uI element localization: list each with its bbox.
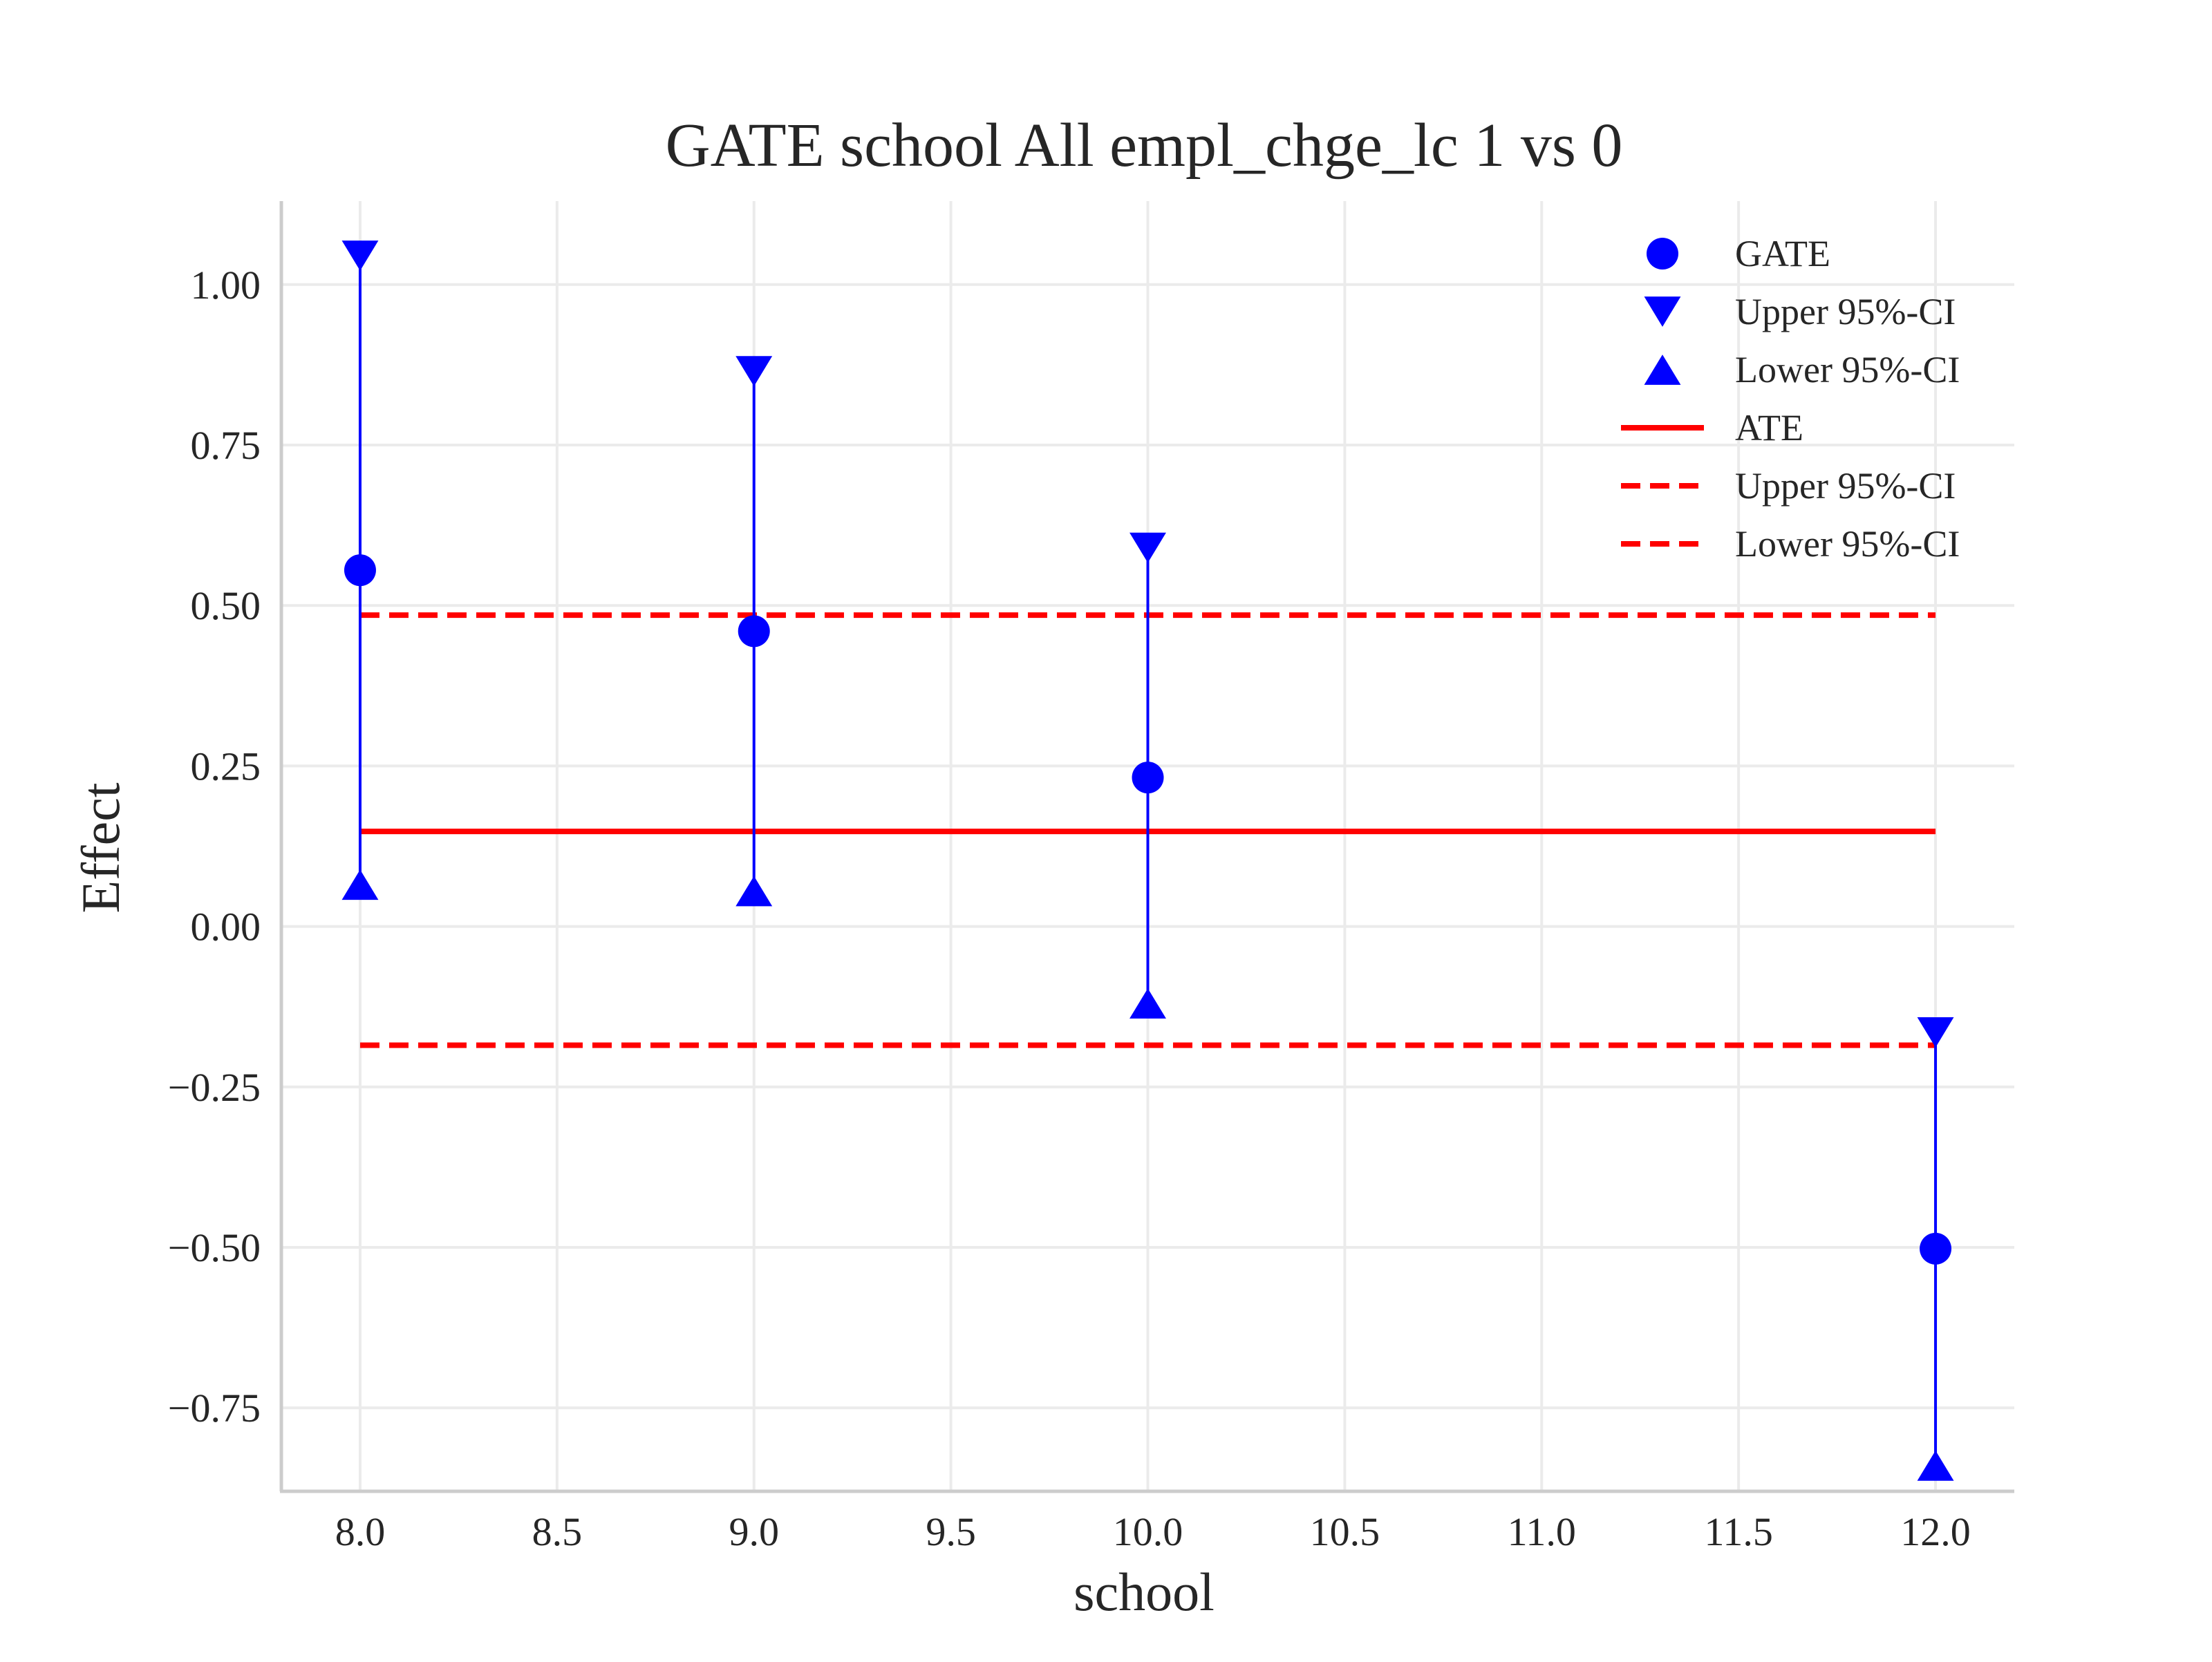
legend-label: GATE <box>1735 233 1830 274</box>
x-tick-label: 10.5 <box>1310 1509 1380 1554</box>
legend-label: ATE <box>1735 407 1803 448</box>
legend-label: Upper 95%-CI <box>1735 291 1956 332</box>
markers <box>341 240 1954 1481</box>
axes-spines <box>279 201 2014 1493</box>
gate-point <box>344 554 376 587</box>
y-tick-label: −0.75 <box>168 1386 261 1430</box>
legend-gate-point-swatch <box>1647 238 1678 270</box>
y-axis-label: Effect <box>71 782 131 913</box>
lower-ci-point <box>1130 988 1166 1019</box>
y-tick-label: −0.50 <box>168 1225 261 1270</box>
chart-title: GATE school All empl_chge_lc 1 vs 0 <box>666 111 1623 180</box>
x-tick-label: 12.0 <box>1900 1509 1971 1554</box>
upper-ci-point <box>1130 532 1166 563</box>
upper-ci-point <box>341 240 379 271</box>
x-tick-label: 8.0 <box>335 1509 386 1554</box>
legend-upper-ci-point-swatch <box>1644 296 1681 327</box>
x-axis-label: school <box>1074 1562 1215 1622</box>
gate-point <box>1132 762 1164 794</box>
x-tick-label: 9.5 <box>926 1509 976 1554</box>
lower-ci-point <box>1917 1450 1954 1481</box>
legend: GATE Upper 95%-CI Lower 95%-CI ATE Upper 95%… <box>1621 233 1960 565</box>
x-tick-label: 10.0 <box>1113 1509 1183 1554</box>
lower-ci-point <box>341 869 379 900</box>
y-tick-label: 0.25 <box>191 744 261 788</box>
x-tick-label: 11.0 <box>1508 1509 1576 1554</box>
gate-point <box>738 615 770 648</box>
lower-ci-point <box>735 876 773 907</box>
tick-labels: 8.0 8.5 9.0 9.5 10.0 10.5 11.0 11.5 12.0 1.00 0.75… <box>168 263 1971 1554</box>
upper-ci-point <box>735 356 773 386</box>
legend-label: Upper 95%-CI <box>1735 465 1956 507</box>
x-tick-label: 8.5 <box>532 1509 583 1554</box>
y-tick-label: 0.50 <box>191 583 261 628</box>
legend-label: Lower 95%-CI <box>1735 349 1960 390</box>
legend-label: Lower 95%-CI <box>1735 523 1960 565</box>
y-tick-label: 0.00 <box>191 905 261 950</box>
legend-lower-ci-point-swatch <box>1644 355 1681 385</box>
x-tick-label: 9.0 <box>729 1509 779 1554</box>
y-tick-label: 0.75 <box>191 423 261 468</box>
gate-point <box>1920 1232 1952 1265</box>
upper-ci-point <box>1917 1017 1954 1048</box>
y-tick-label: 1.00 <box>191 263 261 308</box>
x-tick-label: 11.5 <box>1704 1509 1772 1554</box>
y-tick-label: −0.25 <box>168 1065 261 1110</box>
